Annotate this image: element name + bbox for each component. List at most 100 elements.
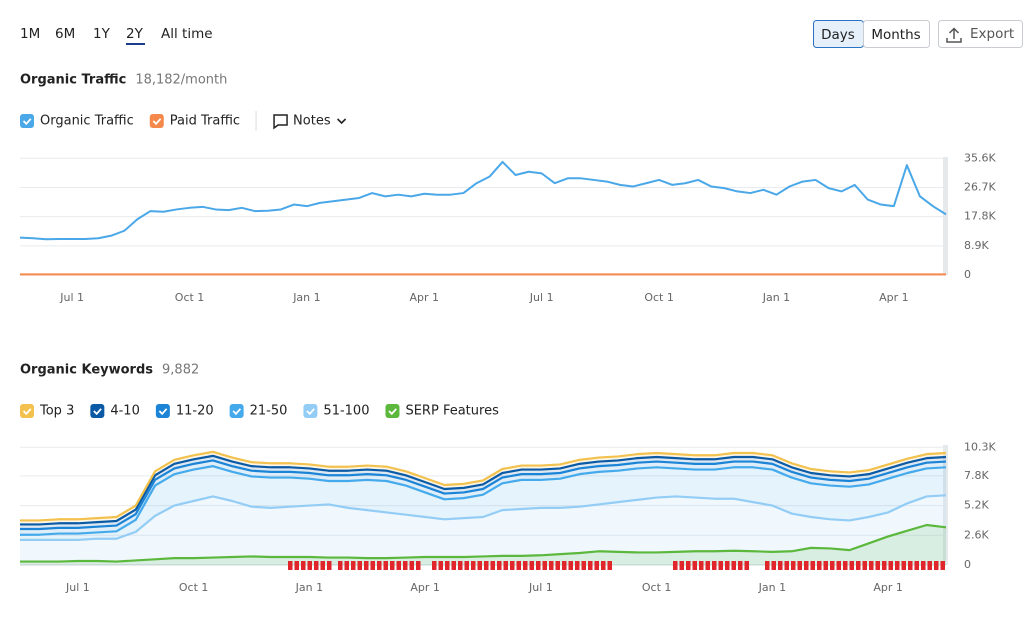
annotation-flag[interactable]	[588, 561, 593, 570]
annotation-flag[interactable]	[327, 561, 332, 570]
annotation-flag[interactable]	[357, 561, 363, 570]
annotation-flag[interactable]	[351, 561, 356, 570]
annotation-flag[interactable]	[523, 561, 528, 570]
legend-checkbox[interactable]	[20, 404, 34, 418]
annotation-flag[interactable]	[288, 561, 293, 570]
annotation-flag[interactable]	[529, 561, 535, 570]
annotation-flag[interactable]	[791, 561, 796, 570]
period-button[interactable]: 1M	[20, 26, 40, 42]
annotation-flag[interactable]	[581, 561, 587, 570]
annotation-flag[interactable]	[725, 561, 730, 570]
period-button[interactable]: 1Y	[93, 26, 111, 42]
annotation-flag[interactable]	[686, 561, 691, 570]
annotation-flag[interactable]	[843, 561, 848, 570]
annotation-flag[interactable]	[416, 561, 421, 570]
annotation-flag[interactable]	[784, 561, 790, 570]
legend-checkbox[interactable]	[303, 404, 318, 418]
annotation-flag[interactable]	[817, 561, 822, 570]
legend-checkbox[interactable]	[385, 404, 400, 418]
annotation-flag[interactable]	[875, 561, 881, 570]
annotation-flag[interactable]	[562, 561, 567, 570]
annotation-flag[interactable]	[549, 561, 554, 570]
annotation-flag[interactable]	[699, 561, 704, 570]
annotation-flag[interactable]	[377, 561, 382, 570]
annotation-flag[interactable]	[344, 561, 350, 570]
annotation-flag[interactable]	[396, 561, 402, 570]
period-button[interactable]: All time	[161, 26, 213, 42]
annotation-flag[interactable]	[445, 561, 450, 570]
annotation-flag[interactable]	[438, 561, 444, 570]
annotation-flag[interactable]	[882, 561, 887, 570]
annotation-flag[interactable]	[516, 561, 522, 570]
annotation-flag[interactable]	[869, 561, 874, 570]
annotation-flag[interactable]	[490, 561, 496, 570]
annotation-flag[interactable]	[804, 561, 809, 570]
annotation-flag[interactable]	[542, 561, 548, 570]
annotation-flag[interactable]	[901, 561, 907, 570]
annotation-flag[interactable]	[364, 561, 369, 570]
legend-checkbox[interactable]	[155, 404, 170, 418]
annotation-flag[interactable]	[307, 561, 313, 570]
annotation-flag[interactable]	[383, 561, 389, 570]
annotation-flag[interactable]	[705, 561, 711, 570]
legend-checkbox[interactable]	[229, 404, 244, 418]
export-button[interactable]	[938, 20, 1023, 48]
period-button[interactable]: 2Y	[126, 26, 144, 42]
annotation-flag[interactable]	[294, 561, 300, 570]
annotation-flag[interactable]	[765, 561, 770, 570]
annotation-flag[interactable]	[940, 561, 946, 570]
annotation-flag[interactable]	[927, 561, 933, 570]
legend-checkbox[interactable]	[149, 114, 164, 128]
annotation-flag[interactable]	[497, 561, 502, 570]
annotation-flag[interactable]	[849, 561, 855, 570]
annotation-flag[interactable]	[314, 561, 319, 570]
annotation-flag[interactable]	[607, 561, 613, 570]
annotation-flag[interactable]	[914, 561, 920, 570]
annotation-flag[interactable]	[738, 561, 743, 570]
annotation-flag[interactable]	[895, 561, 900, 570]
annotation-flag[interactable]	[744, 561, 750, 570]
annotation-flag[interactable]	[921, 561, 926, 570]
period-button[interactable]: 6M	[55, 26, 75, 42]
annotation-flag[interactable]	[679, 561, 685, 570]
annotation-flag[interactable]	[712, 561, 717, 570]
annotation-flag[interactable]	[856, 561, 861, 570]
annotation-flag[interactable]	[888, 561, 894, 570]
annotation-flag[interactable]	[471, 561, 476, 570]
annotation-flag[interactable]	[403, 561, 408, 570]
annotation-flag[interactable]	[536, 561, 541, 570]
annotation-flag[interactable]	[908, 561, 913, 570]
annotation-flag[interactable]	[823, 561, 829, 570]
annotation-flag[interactable]	[503, 561, 509, 570]
annotation-flag[interactable]	[320, 561, 326, 570]
annotation-flag[interactable]	[771, 561, 777, 570]
annotation-flag[interactable]	[797, 561, 803, 570]
annotation-flag[interactable]	[390, 561, 395, 570]
annotation-flag[interactable]	[568, 561, 574, 570]
annotation-flag[interactable]	[301, 561, 306, 570]
annotation-flag[interactable]	[338, 561, 343, 570]
annotation-flag[interactable]	[370, 561, 376, 570]
annotation-flag[interactable]	[484, 561, 489, 570]
annotation-flag[interactable]	[673, 561, 678, 570]
annotation-flag[interactable]	[464, 561, 470, 570]
annotation-flag[interactable]	[830, 561, 835, 570]
annotation-flag[interactable]	[409, 561, 415, 570]
annotation-flag[interactable]	[692, 561, 698, 570]
annotation-flag[interactable]	[810, 561, 816, 570]
annotation-flag[interactable]	[718, 561, 724, 570]
notes-button[interactable]: Notes	[293, 114, 331, 129]
legend-checkbox[interactable]	[20, 114, 34, 128]
annotation-flag[interactable]	[458, 561, 463, 570]
annotation-flag[interactable]	[836, 561, 842, 570]
months-button[interactable]	[863, 20, 930, 48]
annotation-flag[interactable]	[934, 561, 939, 570]
legend-checkbox[interactable]	[90, 404, 105, 418]
annotation-flag[interactable]	[555, 561, 561, 570]
annotation-flag[interactable]	[575, 561, 580, 570]
annotation-flag[interactable]	[477, 561, 483, 570]
annotation-flag[interactable]	[594, 561, 600, 570]
annotation-flag[interactable]	[731, 561, 737, 570]
annotation-flag[interactable]	[451, 561, 457, 570]
annotation-flag[interactable]	[432, 561, 437, 570]
